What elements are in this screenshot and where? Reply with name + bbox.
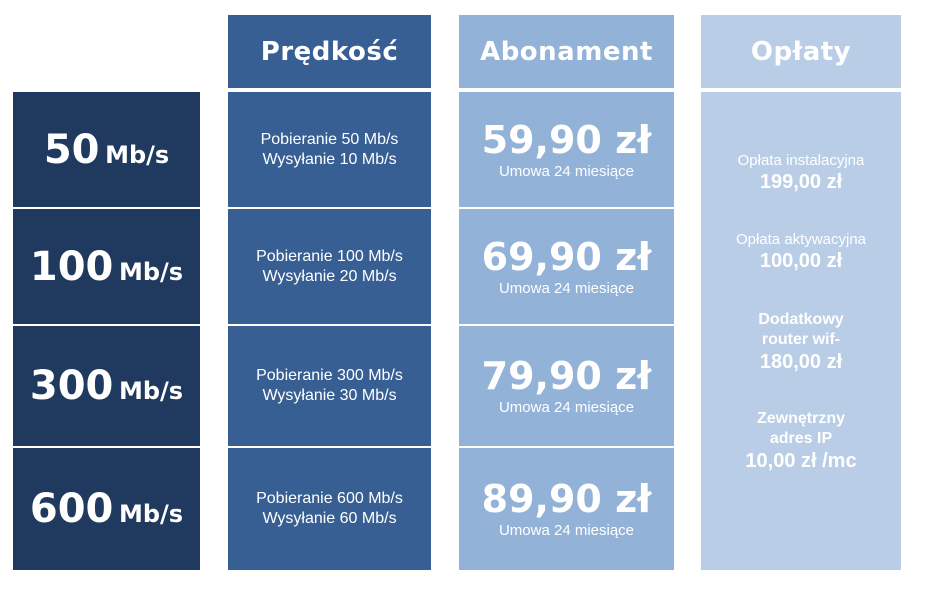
predkosc-cell-600: Pobieranie 600 Mb/s Wysyłanie 60 Mb/s: [228, 448, 431, 570]
download-speed: Pobieranie 300 Mb/s: [256, 367, 403, 384]
upload-speed: Wysyłanie 60 Mb/s: [262, 510, 397, 527]
download-speed: Pobieranie 600 Mb/s: [256, 490, 403, 507]
abonament-cell-600: 89,90 zł Umowa 24 miesiące: [459, 448, 674, 570]
fee-label-line1: Dodatkowy: [758, 311, 844, 328]
upload-speed: Wysyłanie 10 Mb/s: [262, 150, 397, 168]
contract-term: Umowa 24 miesiące: [498, 522, 635, 539]
monthly-price: 59,90 zł: [481, 117, 652, 162]
speed-number: 300: [29, 363, 114, 409]
upload-speed: Wysyłanie 30 Mb/s: [262, 387, 397, 404]
abonament-cell-300: 79,90 zł Umowa 24 miesiące: [459, 326, 674, 446]
speed-cell-600: 600 Mb/s: [13, 448, 200, 570]
contract-term: Umowa 24 miesiące: [498, 162, 635, 180]
speed-cell-300: 300 Mb/s: [13, 326, 200, 446]
abonament-cell-100: 69,90 zł Umowa 24 miesiące: [459, 209, 674, 324]
fee-label: Opłata aktywacyjna: [735, 231, 867, 248]
speed-cell-50: 50 Mb/s: [13, 92, 200, 207]
speed-unit: Mb/s: [105, 140, 170, 169]
speed-number: 50: [43, 126, 100, 173]
predkosc-cell-300: Pobieranie 300 Mb/s Wysyłanie 30 Mb/s: [228, 326, 431, 446]
oplaty-column: Opłata instalacyjna 199,00 zł Opłata akt…: [701, 92, 901, 570]
fee-installation: Opłata instalacyjna 199,00 zł: [701, 152, 901, 194]
fee-activation: Opłata aktywacyjna 100,00 zł: [701, 231, 901, 273]
predkosc-cell-100: Pobieranie 100 Mb/s Wysyłanie 20 Mb/s: [228, 209, 431, 324]
fee-value: 199,00 zł: [759, 171, 843, 193]
header-oplaty: Opłaty: [701, 15, 901, 88]
abonament-cell-50: 59,90 zł Umowa 24 miesiące: [459, 92, 674, 207]
predkosc-cell-50: Pobieranie 50 Mb/s Wysyłanie 10 Mb/s: [228, 92, 431, 207]
fee-router: Dodatkowy router wif- 180,00 zł: [701, 310, 901, 374]
upload-speed: Wysyłanie 20 Mb/s: [262, 267, 397, 285]
header-oplaty-label: Opłaty: [750, 36, 852, 67]
speed-number: 100: [29, 243, 114, 290]
fee-external-ip: Zewnętrzny adres IP 10,00 zł /mc: [701, 409, 901, 473]
monthly-price: 89,90 zł: [481, 477, 652, 521]
contract-term: Umowa 24 miesiące: [498, 279, 635, 297]
contract-term: Umowa 24 miesiące: [498, 399, 635, 416]
speed-number: 600: [29, 486, 114, 532]
header-predkosc-label: Prędkość: [260, 36, 399, 67]
fee-label-line1: Zewnętrzny: [756, 410, 845, 427]
speed-cell-100: 100 Mb/s: [13, 209, 200, 324]
monthly-price: 79,90 zł: [481, 354, 652, 398]
speed-unit: Mb/s: [118, 257, 184, 286]
download-speed: Pobieranie 100 Mb/s: [256, 247, 403, 265]
download-speed: Pobieranie 50 Mb/s: [260, 130, 399, 148]
header-abonament: Abonament: [459, 15, 674, 88]
speed-unit: Mb/s: [118, 377, 184, 405]
monthly-price: 69,90 zł: [481, 234, 652, 279]
fee-label-line2: adres IP: [769, 430, 833, 447]
fee-label: Opłata instalacyjna: [737, 152, 865, 169]
header-abonament-label: Abonament: [480, 36, 653, 67]
fee-value: 100,00 zł: [759, 250, 843, 272]
fee-value: 180,00 zł: [759, 351, 843, 373]
speed-unit: Mb/s: [118, 500, 184, 528]
fee-label-line2: router wif-: [761, 331, 841, 348]
header-predkosc: Prędkość: [228, 15, 431, 88]
fee-value: 10,00 zł /mc: [745, 450, 857, 472]
